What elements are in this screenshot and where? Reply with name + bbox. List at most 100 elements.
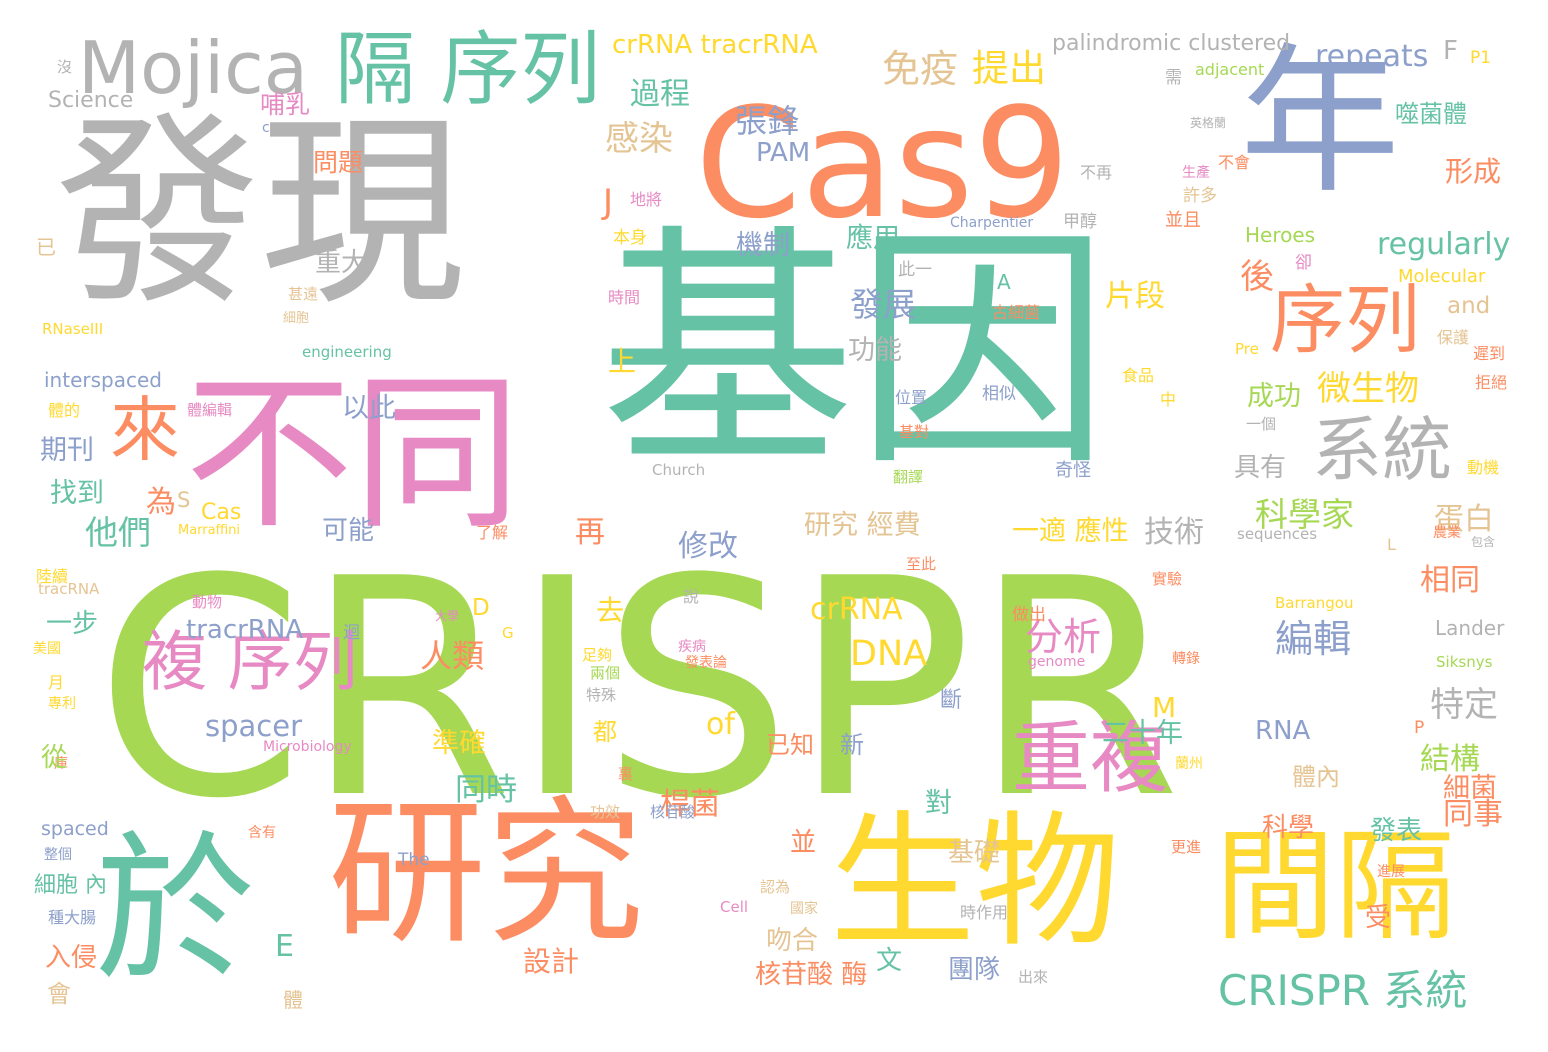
cloud-word: PAM xyxy=(756,138,811,168)
cloud-word: 不再 xyxy=(1080,163,1113,182)
cloud-word: 裏 xyxy=(618,765,634,783)
cloud-word: 序列 xyxy=(1270,276,1421,364)
cloud-word: 再 xyxy=(575,515,605,550)
cloud-word: 英格蘭 xyxy=(1190,116,1227,130)
cloud-word: spaced xyxy=(41,818,109,840)
cloud-word: 整個 xyxy=(44,847,72,863)
cloud-word: 古細菌 xyxy=(992,303,1041,322)
cloud-word: 細胞 內 xyxy=(34,873,107,898)
cloud-word: 片段 xyxy=(1105,279,1165,314)
cloud-word: 分析 xyxy=(1025,615,1102,659)
cloud-word: 新 xyxy=(840,731,864,759)
cloud-word: 動物 xyxy=(192,593,223,611)
cloud-word: Barrangou xyxy=(1275,594,1354,612)
cloud-word: 更進 xyxy=(1171,838,1202,856)
cloud-word: 發表 xyxy=(1370,816,1423,846)
cloud-word: 進展 xyxy=(1377,864,1405,880)
cloud-word: 修改 xyxy=(678,529,738,564)
cloud-word: 美國 xyxy=(33,641,61,657)
cloud-word: 研究 xyxy=(328,782,644,966)
cloud-word: 去 xyxy=(596,594,625,627)
cloud-word: 相似 xyxy=(982,384,1016,404)
cloud-word: 期刊 xyxy=(40,435,94,466)
cloud-word: 體 xyxy=(283,988,303,1012)
cloud-word: sequences xyxy=(1237,525,1318,543)
cloud-word: 此一 xyxy=(898,260,932,280)
cloud-word: 過程 xyxy=(630,77,690,112)
cloud-word: 已知 xyxy=(766,731,814,759)
cloud-word: 蛋白 xyxy=(1434,502,1494,537)
cloud-word: 生產 xyxy=(1182,165,1210,181)
cloud-word: 中 xyxy=(1160,390,1177,409)
cloud-word: Church xyxy=(652,461,706,479)
cloud-word: 陸續 xyxy=(36,567,69,586)
cloud-word: 體的 xyxy=(48,401,81,420)
cloud-word: 二十年 xyxy=(1102,718,1183,749)
cloud-word: 功能 xyxy=(848,335,902,366)
cloud-word: 他們 xyxy=(85,513,151,552)
cloud-word: Mojica xyxy=(78,26,308,110)
cloud-word: 核苷酸 xyxy=(650,803,696,821)
cloud-word: 編輯 xyxy=(1275,617,1352,661)
cloud-word: 體內 xyxy=(1292,763,1340,791)
cloud-word: G xyxy=(502,624,514,642)
cloud-word: The xyxy=(398,850,430,870)
cloud-word: crRNA tracrRNA xyxy=(612,30,818,60)
cloud-word: 隔 序列 xyxy=(335,23,601,116)
cloud-word: tracRNA xyxy=(38,580,100,598)
cloud-word: 免疫 xyxy=(882,47,959,91)
cloud-word: 蘭州 xyxy=(1175,756,1203,772)
cloud-word: 找到 xyxy=(50,478,104,509)
cloud-word: 發表論 xyxy=(685,655,727,671)
cloud-word: RNaseIII xyxy=(42,320,104,338)
cloud-word: 研究 經費 xyxy=(804,510,921,541)
cloud-word: 上 xyxy=(608,345,637,378)
cloud-word: E xyxy=(275,929,294,964)
cloud-word: spacer xyxy=(205,709,302,743)
cloud-word: 兩個 xyxy=(590,664,621,682)
cloud-word: 不會 xyxy=(1218,153,1251,172)
cloud-word: 國家 xyxy=(790,901,818,917)
cloud-word: 需 xyxy=(1165,68,1182,88)
cloud-word: 不同 xyxy=(185,356,521,552)
cloud-word: 大學 xyxy=(435,609,460,623)
cloud-word: 沒 xyxy=(57,58,73,76)
cloud-word: 位置 xyxy=(895,388,928,407)
cloud-word: DNA xyxy=(850,634,928,674)
cloud-word: 拒絕 xyxy=(1475,373,1508,392)
cloud-word: palindromic clustered xyxy=(1052,31,1291,56)
cloud-word: 科學 xyxy=(1262,813,1315,843)
cloud-word: 生物 xyxy=(830,798,1120,967)
cloud-word: 基礎 xyxy=(948,838,1001,868)
cloud-word: and xyxy=(1447,293,1491,319)
cloud-word: Pre xyxy=(1235,340,1259,358)
cloud-word: 相同 xyxy=(1420,563,1480,598)
cloud-word: Microbiology xyxy=(263,739,352,755)
cloud-word: 甲醇 xyxy=(1063,212,1097,232)
cloud-word: 形成 xyxy=(1445,155,1502,188)
cloud-word: 設計 xyxy=(523,945,580,978)
cloud-word: 認為 xyxy=(760,878,791,896)
cloud-word: adjacent xyxy=(1195,60,1265,79)
cloud-word: 轉錄 xyxy=(1172,651,1200,667)
cloud-word: 斷 xyxy=(940,688,963,713)
cloud-word: Heroes xyxy=(1245,223,1316,247)
cloud-word: 會 xyxy=(47,980,71,1008)
cloud-word: 年 xyxy=(1240,28,1401,215)
cloud-word: A xyxy=(997,270,1011,294)
cloud-word: 時作用 xyxy=(960,903,1009,922)
cloud-word: CRISPR 系統 xyxy=(1218,966,1468,1015)
cloud-word: Marraffini xyxy=(178,523,241,538)
cloud-word: 基對 xyxy=(899,423,930,441)
cloud-word: 受 xyxy=(1365,903,1392,933)
cloud-word: genome xyxy=(1028,654,1086,670)
cloud-word: 準確 xyxy=(432,728,486,759)
cloud-word: M xyxy=(1152,691,1177,724)
cloud-word: 時間 xyxy=(608,288,641,307)
cloud-word: 出來 xyxy=(1018,968,1049,986)
cloud-word: 體編輯 xyxy=(187,401,233,419)
cloud-word: 成功 xyxy=(1247,381,1301,412)
cloud-word: 桿菌 xyxy=(660,787,720,822)
cloud-word: 發現 xyxy=(55,95,465,333)
